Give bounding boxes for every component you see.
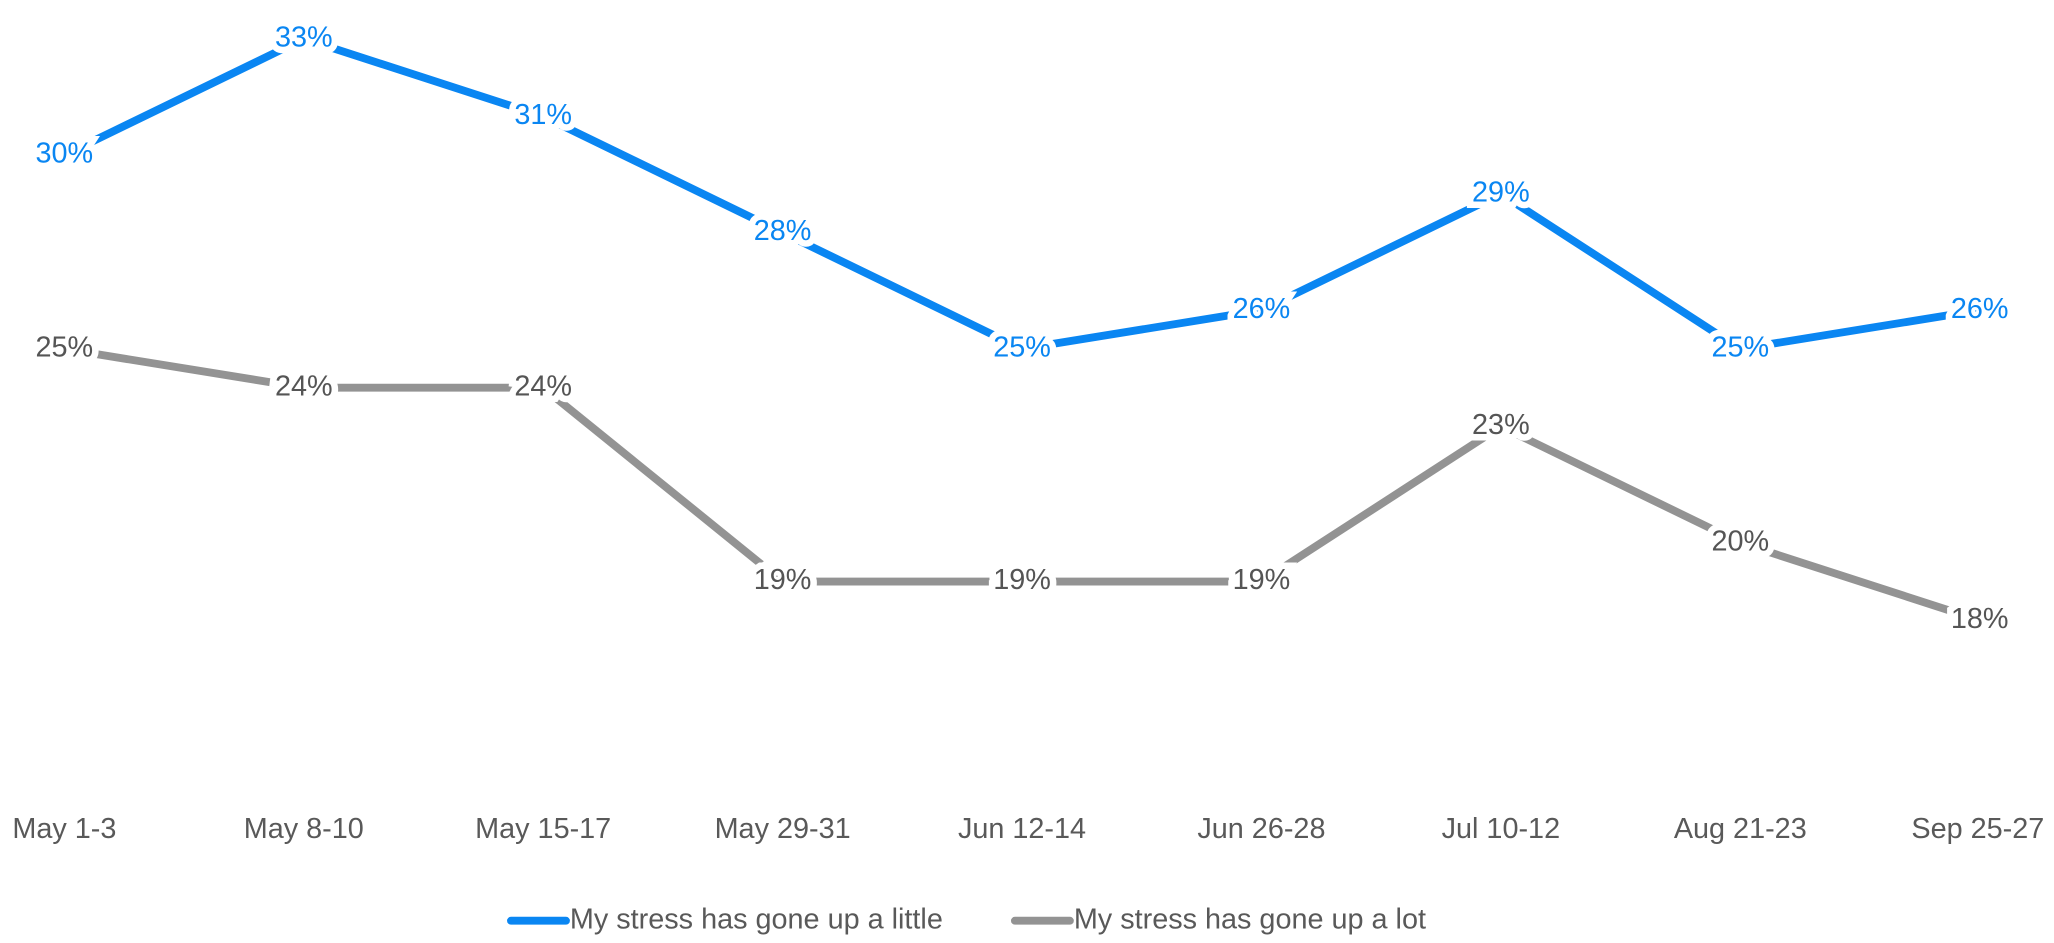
x-tick-label: Jun 26-28 bbox=[1197, 813, 1325, 845]
data-label: 33% bbox=[275, 21, 333, 53]
data-label: 25% bbox=[993, 332, 1051, 364]
data-label: 25% bbox=[1711, 332, 1769, 364]
data-label: 18% bbox=[1951, 603, 2009, 635]
data-label: 23% bbox=[1472, 409, 1530, 441]
series-line bbox=[63, 345, 1981, 625]
x-tick-label: Sep 25-27 bbox=[1911, 813, 2044, 845]
x-tick-label: May 8-10 bbox=[244, 813, 364, 845]
data-label: 24% bbox=[275, 370, 333, 402]
data-label: 19% bbox=[993, 564, 1051, 596]
data-label: 26% bbox=[1951, 293, 2009, 325]
x-tick-label: Aug 21-23 bbox=[1674, 813, 1807, 845]
data-label: 24% bbox=[514, 370, 572, 402]
data-label: 20% bbox=[1711, 525, 1769, 557]
x-tick-label: May 1-3 bbox=[12, 813, 116, 845]
data-label: 19% bbox=[1233, 564, 1291, 596]
data-label: 25% bbox=[36, 332, 94, 364]
x-tick-label: Jul 10-12 bbox=[1442, 813, 1560, 845]
data-label: 29% bbox=[1472, 176, 1530, 208]
series-line bbox=[62, 34, 1981, 353]
x-tick-label: Jun 12-14 bbox=[958, 813, 1086, 845]
legend-label: My stress has gone up a little bbox=[570, 903, 943, 935]
x-tick-label: May 15-17 bbox=[475, 813, 611, 845]
data-label: 26% bbox=[1233, 293, 1291, 325]
data-label: 28% bbox=[754, 215, 812, 247]
data-label: 30% bbox=[36, 138, 94, 170]
legend-label: My stress has gone up a lot bbox=[1074, 903, 1426, 935]
data-label: 31% bbox=[514, 99, 572, 131]
data-label: 19% bbox=[754, 564, 812, 596]
x-tick-label: May 29-31 bbox=[715, 813, 851, 845]
